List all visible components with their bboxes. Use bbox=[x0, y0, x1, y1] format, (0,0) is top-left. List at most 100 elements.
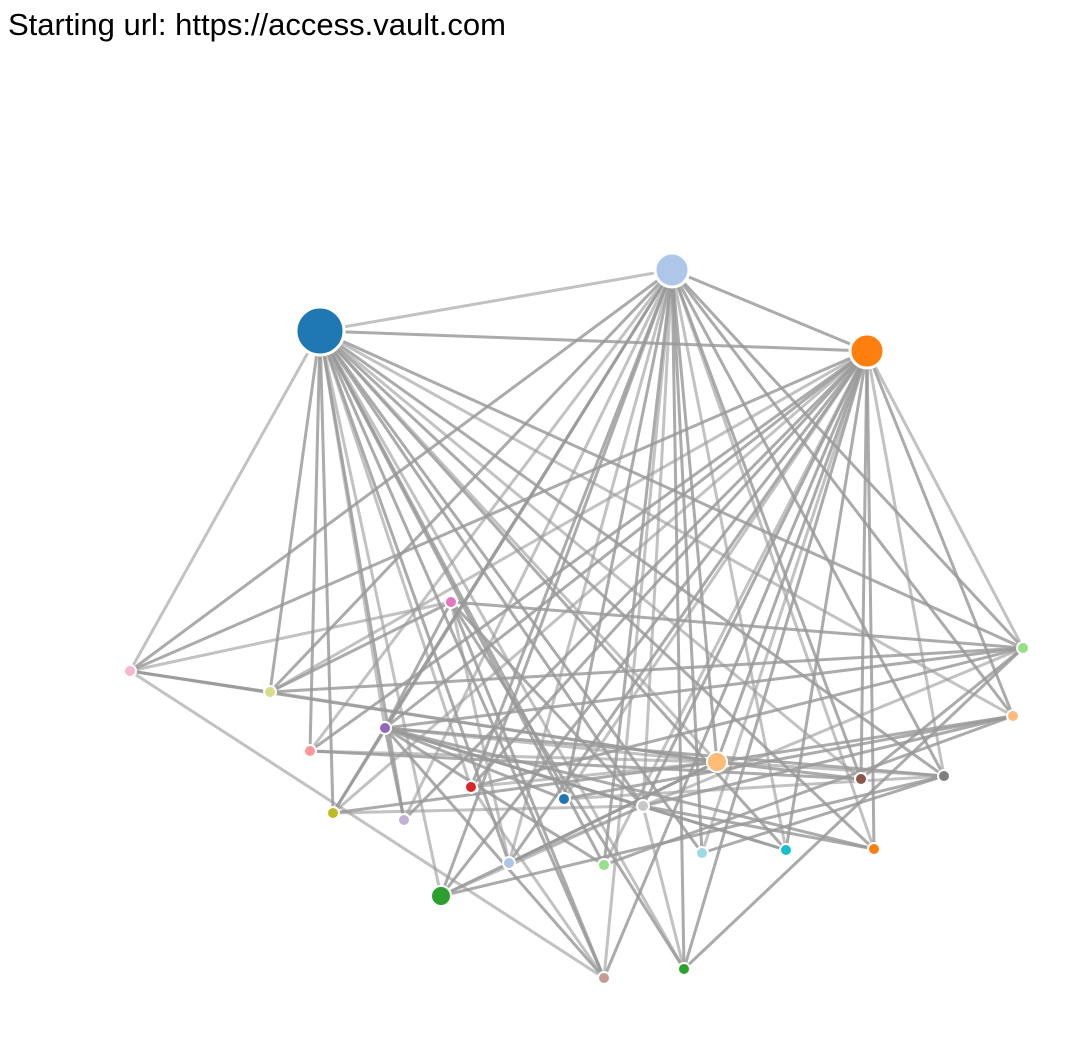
graph-link-magenta-green-right bbox=[449, 600, 1025, 650]
graph-link-hub-light-blue-red bbox=[469, 268, 674, 789]
graph-link-hub-orange-green-large bbox=[439, 349, 869, 898]
graph-links bbox=[128, 268, 1025, 980]
graph-node-light-cyan[interactable] bbox=[695, 846, 709, 860]
graph-link-hub-orange-gray-light bbox=[641, 349, 869, 808]
graph-link-hub-blue-green-right bbox=[318, 329, 1025, 650]
graph-link-hub-light-blue-orange-small bbox=[670, 268, 876, 851]
graph-link-olive-light-green-right bbox=[268, 646, 1025, 694]
graph-link-brown-green-right bbox=[859, 646, 1025, 781]
graph-link-olive-light-magenta bbox=[268, 600, 453, 694]
graph-link-red-green-right bbox=[469, 646, 1025, 789]
graph-link-hub-light-blue-gray-light bbox=[641, 268, 674, 808]
graph-node-red[interactable] bbox=[464, 780, 478, 794]
graph-link-hub-orange-olive-light bbox=[268, 349, 869, 694]
graph-link-hub-light-blue-olive-light bbox=[268, 268, 674, 694]
graph-link-hub-orange-green-bottom bbox=[682, 349, 869, 971]
graph-link-hub-blue-olive bbox=[318, 329, 335, 815]
graph-node-lavender[interactable] bbox=[397, 813, 411, 827]
graph-node-green-right[interactable] bbox=[1016, 641, 1030, 655]
graph-link-blue-small-purple bbox=[383, 726, 566, 801]
graph-link-hub-light-blue-peach bbox=[670, 268, 719, 764]
graph-node-hub-blue[interactable] bbox=[294, 305, 346, 357]
graph-link-light-green-peach-right bbox=[602, 714, 1015, 867]
graph-node-orange-small[interactable] bbox=[867, 842, 881, 856]
graph-link-green-bottom-gray-light bbox=[641, 804, 686, 971]
graph-link-green-large-peach bbox=[439, 760, 719, 898]
graph-node-olive-light[interactable] bbox=[263, 685, 277, 699]
graph-link-cyan-purple bbox=[383, 726, 788, 852]
graph-link-hub-orange-gray bbox=[865, 349, 946, 778]
graph-node-green-bottom[interactable] bbox=[677, 962, 691, 976]
graph-link-hub-orange-green-right bbox=[865, 349, 1025, 650]
graph-node-rose-bottom[interactable] bbox=[597, 971, 611, 985]
graph-node-peach[interactable] bbox=[706, 751, 728, 773]
graph-link-peach-peach-right bbox=[715, 714, 1015, 764]
graph-node-light-green[interactable] bbox=[597, 858, 611, 872]
graph-link-hub-orange-pink-left bbox=[128, 349, 869, 673]
graph-node-green-large[interactable] bbox=[430, 885, 452, 907]
graph-link-hub-light-blue-salmon bbox=[308, 268, 674, 753]
graph-link-magenta-purple bbox=[383, 600, 453, 730]
graph-node-cyan[interactable] bbox=[779, 843, 793, 857]
graph-link-hub-blue-brown bbox=[318, 329, 863, 781]
graph-node-salmon[interactable] bbox=[303, 744, 317, 758]
graph-node-gray[interactable] bbox=[937, 769, 951, 783]
graph-link-pink-left-magenta bbox=[128, 600, 453, 673]
graph-link-purple-green-right bbox=[383, 646, 1025, 730]
graph-node-peach-right[interactable] bbox=[1006, 709, 1020, 723]
graph-node-blue-small[interactable] bbox=[557, 792, 571, 806]
graph-link-hub-orange-peach bbox=[715, 349, 869, 764]
graph-link-hub-blue-lavender bbox=[318, 329, 406, 822]
graph-link-hub-light-blue-lavender bbox=[402, 268, 674, 822]
graph-node-olive[interactable] bbox=[326, 806, 340, 820]
graph-node-hub-orange[interactable] bbox=[848, 332, 886, 370]
graph-link-hub-light-blue-hub-orange bbox=[670, 268, 869, 353]
graph-nodes bbox=[123, 251, 1030, 985]
graph-link-hub-light-blue-gray bbox=[670, 268, 946, 778]
graph-link-rose-bottom-magenta bbox=[449, 600, 606, 980]
graph-node-purple[interactable] bbox=[378, 721, 392, 735]
graph-link-purple-gray bbox=[383, 726, 946, 778]
graph-link-blue-small-gray bbox=[562, 774, 946, 801]
graph-link-lavender-purple bbox=[383, 726, 406, 822]
graph-link-hub-blue-green-bottom bbox=[318, 329, 686, 971]
graph-link-hub-blue-salmon bbox=[308, 329, 322, 753]
graph-node-gray-light[interactable] bbox=[636, 799, 650, 813]
graph-link-purple-orange-small bbox=[383, 726, 876, 851]
graph-link-peach-brown bbox=[715, 760, 863, 781]
graph-link-purple-rose-bottom bbox=[383, 726, 606, 980]
graph-link-green-bottom-magenta bbox=[449, 600, 686, 971]
graph-link-red-peach bbox=[469, 760, 719, 789]
graph-link-hub-blue-pink-left bbox=[128, 329, 322, 673]
graph-link-light-green-purple bbox=[383, 726, 606, 867]
graph-link-hub-orange-brown bbox=[859, 349, 869, 781]
graph-link-peach-gray bbox=[715, 760, 946, 778]
graph-node-light-blue-small[interactable] bbox=[502, 856, 516, 870]
graph-node-magenta[interactable] bbox=[444, 595, 458, 609]
graph-link-hub-blue-gray-light bbox=[318, 329, 645, 808]
graph-link-hub-blue-light-green bbox=[318, 329, 606, 867]
graph-link-olive-purple bbox=[331, 726, 387, 815]
graph-node-hub-light-blue[interactable] bbox=[653, 251, 691, 289]
graph-link-hub-blue-light-cyan bbox=[318, 329, 704, 855]
graph-link-gray-light-green-right bbox=[641, 646, 1025, 808]
graph-link-green-large-gray bbox=[439, 774, 946, 898]
graph-node-pink-left[interactable] bbox=[123, 664, 137, 678]
graph-node-brown[interactable] bbox=[854, 772, 868, 786]
graph-link-hub-light-blue-green-large bbox=[439, 268, 674, 898]
graph-link-green-bottom-green-right bbox=[682, 646, 1025, 971]
graph-link-hub-blue-hub-orange bbox=[318, 329, 869, 353]
graph-link-orange-small-gray-light bbox=[641, 804, 876, 851]
graph-link-hub-light-blue-rose-bottom bbox=[602, 268, 674, 980]
graph-link-hub-blue-hub-light-blue bbox=[318, 268, 674, 333]
graph-link-pink-left-rose-bottom bbox=[128, 669, 606, 980]
graph-link-hub-orange-red bbox=[469, 349, 869, 789]
graph-link-hub-light-blue-pink-left bbox=[128, 268, 674, 673]
graph-link-rose-bottom-red bbox=[469, 785, 606, 980]
graph-link-hub-light-blue-blue-small bbox=[562, 268, 674, 801]
starting-url-text: Starting url: https://access.vault.com bbox=[8, 7, 506, 42]
graph-link-light-cyan-gray bbox=[700, 774, 946, 855]
graph-link-hub-blue-olive-light bbox=[268, 329, 322, 694]
graph-link-hub-light-blue-green-right bbox=[670, 268, 1025, 650]
